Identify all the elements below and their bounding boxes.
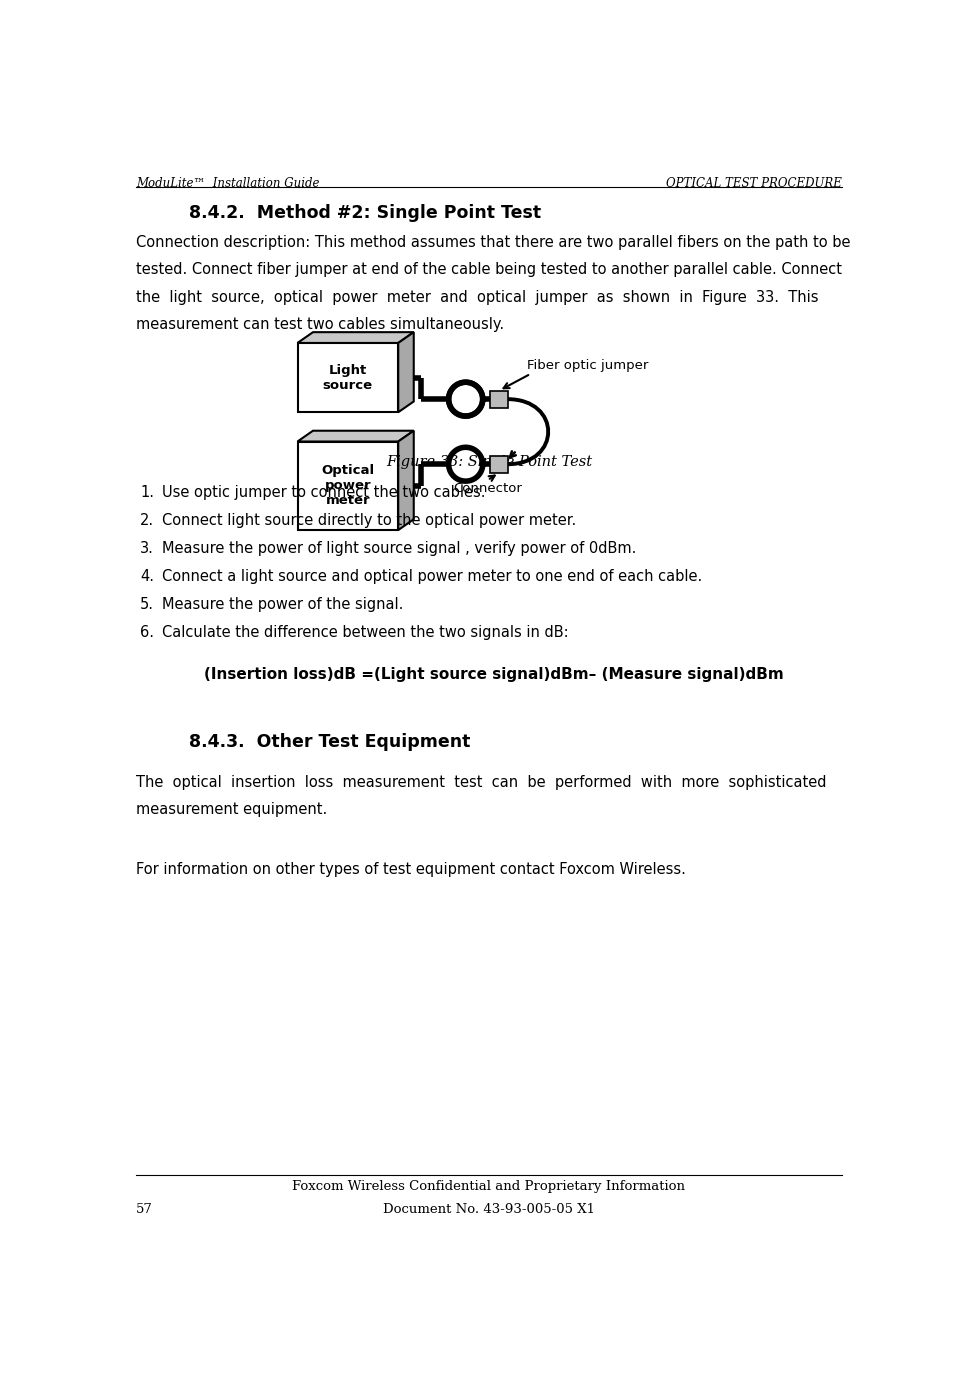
Text: 3.: 3. [140, 540, 154, 556]
Text: OPTICAL TEST PROCEDURE: OPTICAL TEST PROCEDURE [665, 177, 841, 189]
Text: Light
source: Light source [322, 363, 373, 391]
Text: For information on other types of test equipment contact Foxcom Wireless.: For information on other types of test e… [136, 862, 685, 878]
Polygon shape [297, 343, 397, 412]
Polygon shape [297, 441, 397, 531]
Polygon shape [397, 431, 414, 531]
Polygon shape [397, 332, 414, 412]
Text: Connection description: This method assumes that there are two parallel fibers o: Connection description: This method assu… [136, 235, 850, 250]
Text: 8.4.3.  Other Test Equipment: 8.4.3. Other Test Equipment [189, 732, 470, 750]
Text: (Insertion loss)dB =(Light source signal)dBm– (Measure signal)dBm: (Insertion loss)dB =(Light source signal… [204, 668, 783, 683]
Text: measurement equipment.: measurement equipment. [136, 802, 327, 817]
Bar [490, 391, 507, 408]
Text: 4.: 4. [140, 569, 154, 585]
Text: Measure the power of light source signal , verify power of 0dBm.: Measure the power of light source signal… [162, 540, 636, 556]
Text: Foxcom Wireless Confidential and Proprietary Information: Foxcom Wireless Confidential and Proprie… [293, 1180, 684, 1193]
Text: 6.: 6. [140, 625, 154, 640]
Text: ModuLite™  Installation Guide: ModuLite™ Installation Guide [136, 177, 319, 189]
Polygon shape [297, 431, 414, 441]
Text: Fiber optic jumper: Fiber optic jumper [526, 359, 648, 372]
Text: Optical
power
meter: Optical power meter [321, 464, 374, 507]
Text: 2.: 2. [140, 513, 154, 528]
Text: Measure the power of the signal.: Measure the power of the signal. [162, 597, 403, 612]
Text: 57: 57 [136, 1202, 153, 1216]
Text: Calculate the difference between the two signals in dB:: Calculate the difference between the two… [162, 625, 568, 640]
Text: measurement can test two cables simultaneously.: measurement can test two cables simultan… [136, 316, 504, 332]
Text: Connect light source directly to the optical power meter.: Connect light source directly to the opt… [162, 513, 576, 528]
Text: 1.: 1. [140, 485, 154, 500]
Text: tested. Connect fiber jumper at end of the cable being tested to another paralle: tested. Connect fiber jumper at end of t… [136, 263, 841, 278]
Bar [490, 456, 507, 473]
Polygon shape [448, 448, 482, 481]
Text: 8.4.2.  Method #2: Single Point Test: 8.4.2. Method #2: Single Point Test [189, 205, 540, 223]
Polygon shape [297, 332, 414, 343]
Text: Use optic jumper to connect the two cables.: Use optic jumper to connect the two cabl… [162, 485, 485, 500]
Polygon shape [448, 383, 482, 416]
Text: the  light  source,  optical  power  meter  and  optical  jumper  as  shown  in : the light source, optical power meter an… [136, 290, 818, 305]
Text: Document No. 43-93-005-05 X1: Document No. 43-93-005-05 X1 [382, 1202, 595, 1216]
Text: Connect a light source and optical power meter to one end of each cable.: Connect a light source and optical power… [162, 569, 701, 585]
Text: Connector: Connector [453, 482, 521, 495]
Text: 5.: 5. [140, 597, 154, 612]
Text: The  optical  insertion  loss  measurement  test  can  be  performed  with  more: The optical insertion loss measurement t… [136, 775, 826, 791]
Text: Figure 33: Single Point Test: Figure 33: Single Point Test [385, 455, 592, 468]
